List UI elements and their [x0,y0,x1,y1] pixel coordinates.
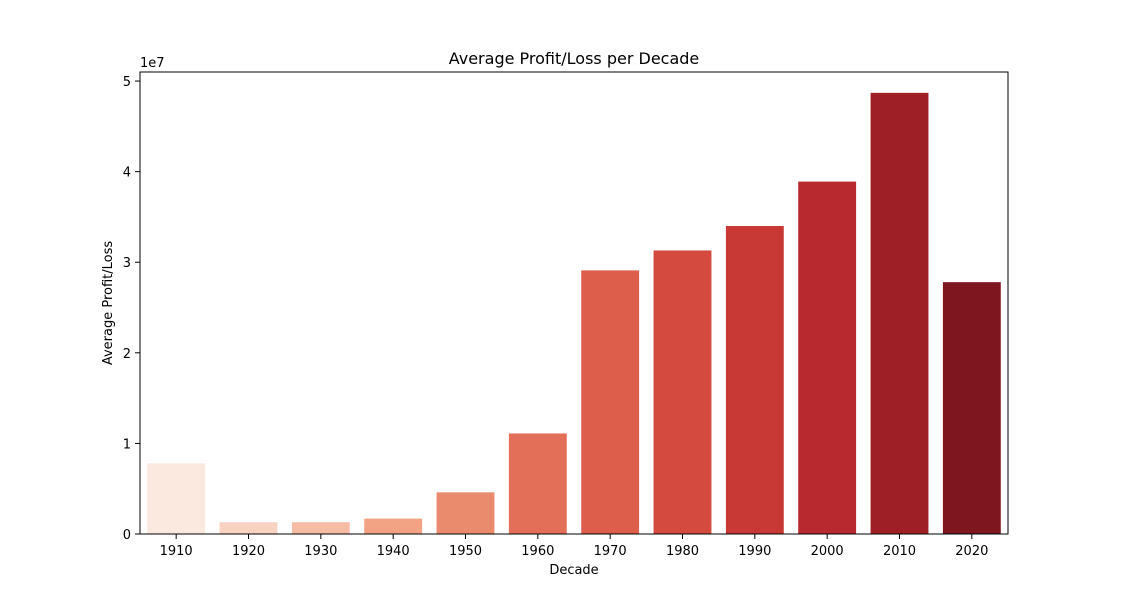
plot-frame [139,71,1009,535]
bar-1910 [147,463,206,534]
y-axis-label: Average Profit/Loss [101,241,116,366]
x-tick-label: 1920 [232,544,265,559]
x-tick-label: 1960 [521,544,554,559]
bar-1960 [508,433,567,534]
x-axis-label: Decade [549,563,598,578]
x-tick-label: 1970 [594,544,627,559]
y-axis: 0 1 2 3 4 5 [123,75,140,543]
y-tick-label: 1 [123,437,131,452]
x-tick-label: 1980 [666,544,699,559]
x-tick-label: 1990 [738,544,771,559]
x-tick-label: 1950 [449,544,482,559]
y-tick-label: 0 [123,528,131,543]
bars-group [147,92,1001,535]
bar-1980 [653,250,712,534]
x-tick-label: 2000 [811,544,844,559]
y-tick-label: 2 [123,347,131,362]
y-tick-label: 4 [123,166,131,181]
y-tick-label: 5 [123,75,131,90]
bar-1940 [364,518,423,534]
bar-1920 [219,522,278,534]
y-tick-label: 3 [123,256,131,271]
bar-2010 [870,92,929,534]
bar-1930 [291,522,350,534]
bar-2000 [798,181,857,535]
x-tick-label: 2020 [955,544,988,559]
x-tick-label: 1940 [377,544,410,559]
chart-title: Average Profit/Loss per Decade [449,49,700,68]
bar-1970 [581,270,640,534]
x-tick-label: 1930 [304,544,337,559]
bar-1990 [725,226,784,534]
x-tick-label: 2010 [883,544,916,559]
bar-2020 [942,282,1001,534]
bar-1950 [436,492,495,534]
y-offset-label: 1e7 [140,56,165,71]
x-tick-label: 1910 [160,544,193,559]
x-axis: 1910 1920 1930 1940 1950 1960 1970 1980 1990 2000… [160,534,988,559]
